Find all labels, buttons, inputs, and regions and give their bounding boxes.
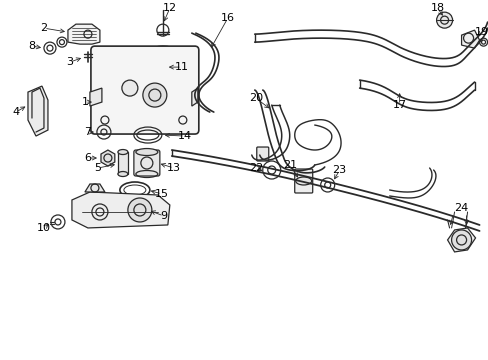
Text: 8: 8 xyxy=(28,41,36,51)
Polygon shape xyxy=(72,192,169,228)
Text: 21: 21 xyxy=(282,160,296,170)
Polygon shape xyxy=(191,88,198,106)
Text: 23: 23 xyxy=(332,165,346,175)
Polygon shape xyxy=(90,88,102,106)
FancyBboxPatch shape xyxy=(134,150,160,176)
Text: 12: 12 xyxy=(163,3,177,13)
FancyBboxPatch shape xyxy=(91,46,199,134)
FancyBboxPatch shape xyxy=(294,169,312,193)
Circle shape xyxy=(450,230,470,250)
Circle shape xyxy=(142,83,166,107)
Ellipse shape xyxy=(118,149,128,154)
Text: 24: 24 xyxy=(453,203,468,213)
Text: 14: 14 xyxy=(178,131,191,141)
FancyBboxPatch shape xyxy=(256,147,268,161)
Text: 22: 22 xyxy=(248,163,263,173)
Polygon shape xyxy=(85,184,105,192)
Text: 15: 15 xyxy=(155,189,168,199)
Text: 1: 1 xyxy=(81,97,88,107)
Text: 11: 11 xyxy=(175,62,188,72)
Text: 13: 13 xyxy=(166,163,181,173)
Ellipse shape xyxy=(295,177,311,185)
Polygon shape xyxy=(461,30,479,48)
Text: 9: 9 xyxy=(160,211,167,221)
Bar xyxy=(118,152,128,174)
Ellipse shape xyxy=(136,149,158,156)
Text: 10: 10 xyxy=(37,223,51,233)
Circle shape xyxy=(122,80,138,96)
Polygon shape xyxy=(101,150,115,166)
Text: 6: 6 xyxy=(84,153,91,163)
Text: 20: 20 xyxy=(248,93,262,103)
Text: 7: 7 xyxy=(84,127,91,137)
Text: 2: 2 xyxy=(41,23,47,33)
Polygon shape xyxy=(28,86,48,136)
Ellipse shape xyxy=(118,171,128,176)
Polygon shape xyxy=(147,50,175,80)
Text: 5: 5 xyxy=(94,163,101,173)
Text: 16: 16 xyxy=(221,13,234,23)
Circle shape xyxy=(436,12,452,28)
Circle shape xyxy=(128,198,152,222)
Text: 18: 18 xyxy=(429,3,444,13)
Text: 4: 4 xyxy=(12,107,20,117)
Text: 3: 3 xyxy=(66,57,73,67)
Text: 19: 19 xyxy=(473,27,488,37)
Ellipse shape xyxy=(149,46,172,54)
Text: 17: 17 xyxy=(392,100,406,110)
Polygon shape xyxy=(447,228,475,252)
Polygon shape xyxy=(68,24,100,44)
